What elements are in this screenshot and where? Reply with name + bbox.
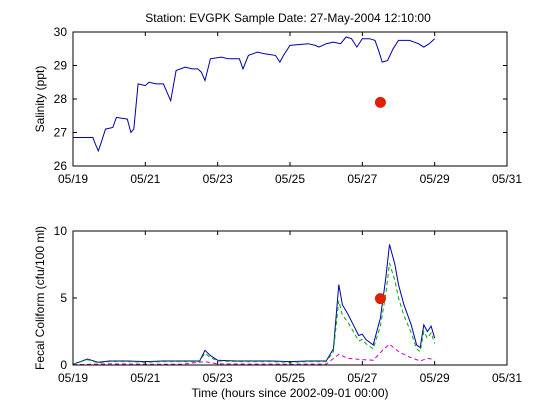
salinity-x-tick-label-3: 05/25 (275, 172, 305, 186)
coliform-axes-box (72, 230, 508, 366)
coliform-y-tick-label-2: 10 (54, 224, 68, 238)
coliform-y-ticks: 0 5 10 (54, 224, 507, 372)
salinity-x-tick-label-2: 05/23 (203, 172, 233, 186)
coliform-y-tick-label-0: 0 (60, 358, 67, 372)
coliform-y-axis-label: Fecal Coliform (cfu/100 ml) (33, 226, 47, 370)
salinity-y-axis-label: Salinity (ppt) (33, 66, 47, 133)
coliform-series-line-2 (73, 343, 435, 365)
salinity-x-tick-label-0: 05/19 (58, 172, 88, 186)
coliform-plot: 05/19 05/21 05/23 05/25 05/27 05/29 05/31 0 5 10… (33, 224, 522, 400)
salinity-x-tick-label-5: 05/29 (420, 172, 450, 186)
coliform-x-tick-label-5: 05/29 (420, 371, 450, 385)
salinity-y-tick-label-2: 28 (54, 92, 68, 106)
coliform-series-line-0 (73, 244, 436, 365)
salinity-x-tick-label-6: 05/31 (492, 172, 522, 186)
salinity-y-tick-label-3: 29 (54, 59, 68, 73)
salinity-y-ticks: 26 27 28 29 30 (54, 25, 507, 173)
coliform-series-line-1 (73, 263, 436, 365)
coliform-x-tick-label-4: 05/27 (347, 371, 377, 385)
coliform-x-tick-label-1: 05/21 (130, 371, 160, 385)
coliform-x-tick-label-6: 05/31 (492, 371, 522, 385)
coliform-x-ticks: 05/19 05/21 05/23 05/25 05/27 05/29 05/31 (58, 231, 522, 385)
salinity-x-tick-label-1: 05/21 (130, 172, 160, 186)
salinity-series-layer (73, 36, 436, 153)
salinity-sample-point-0 (374, 96, 386, 108)
salinity-axes-box (72, 31, 508, 167)
coliform-x-axis-label: Time (hours since 2002-09-01 00:00) (192, 386, 389, 400)
salinity-x-ticks: 05/19 05/21 05/23 05/25 05/27 05/29 05/31 (58, 32, 522, 186)
coliform-x-tick-label-3: 05/25 (275, 371, 305, 385)
salinity-series-line-0 (73, 36, 436, 153)
coliform-series-layer (73, 244, 436, 365)
chart-title: Station: EVGPK Sample Date: 27-May-2004 … (145, 11, 431, 25)
coliform-y-tick-label-1: 5 (60, 291, 67, 305)
coliform-x-tick-label-2: 05/23 (203, 371, 233, 385)
salinity-y-tick-label-4: 30 (54, 25, 68, 39)
salinity-plot: 05/19 05/21 05/23 05/25 05/27 05/29 05/31 26 27… (33, 25, 522, 186)
salinity-y-tick-label-1: 27 (54, 126, 68, 140)
coliform-x-tick-label-0: 05/19 (58, 371, 88, 385)
salinity-y-tick-label-0: 26 (54, 159, 68, 173)
salinity-x-tick-label-4: 05/27 (347, 172, 377, 186)
coliform-sample-point-0 (374, 293, 386, 305)
